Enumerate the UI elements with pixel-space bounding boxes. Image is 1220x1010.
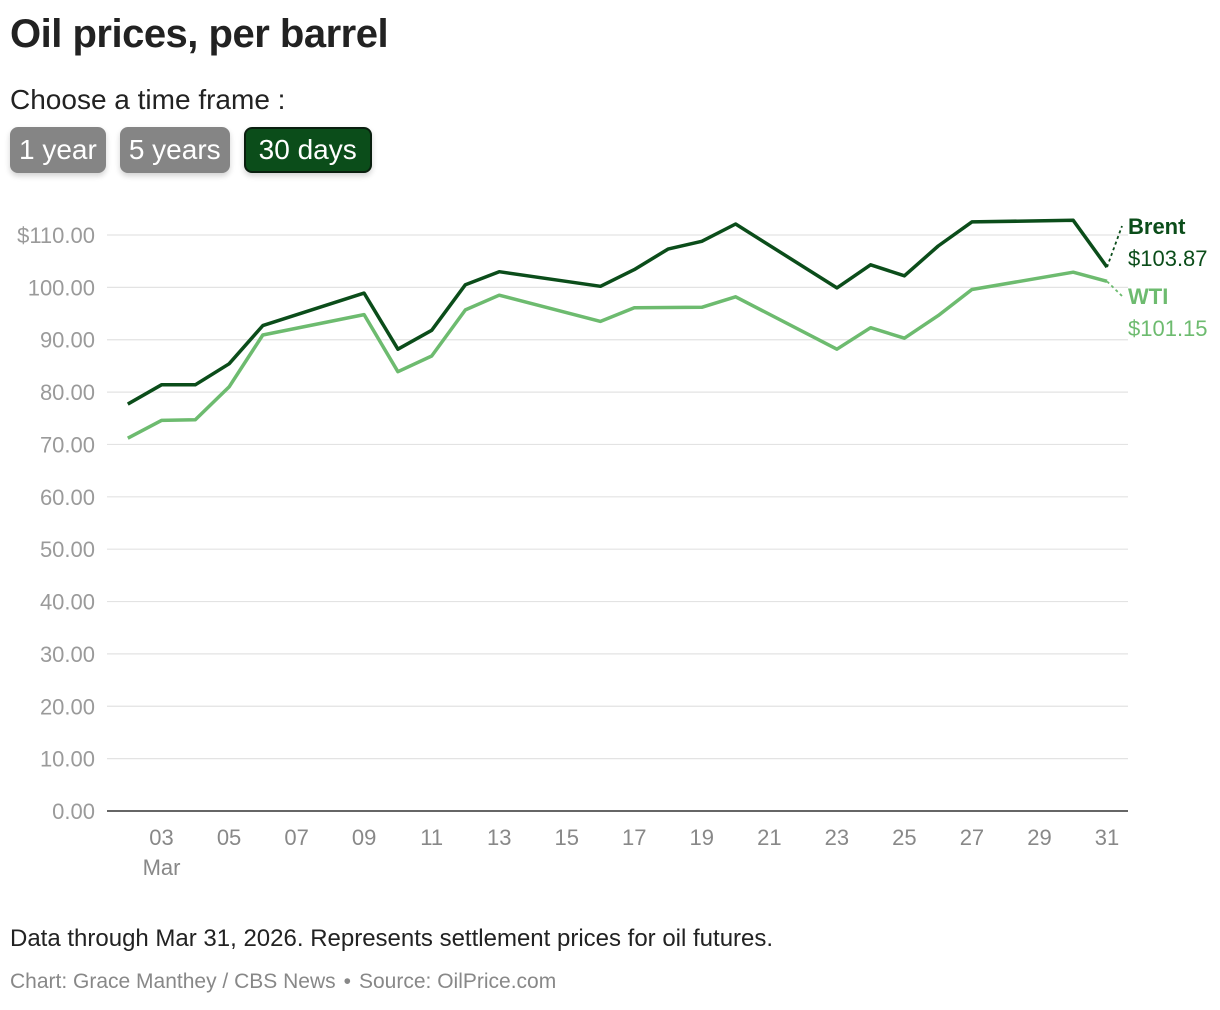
x-tick-sublabel: Mar (143, 855, 181, 880)
x-tick-label: 15 (554, 825, 578, 850)
x-tick-label: 29 (1027, 825, 1051, 850)
series-end-value: $101.15 (1128, 316, 1208, 341)
x-tick-label: 11 (420, 825, 443, 850)
x-tick-label: 27 (960, 825, 984, 850)
x-tick-label: 23 (825, 825, 849, 850)
y-tick-label: 40.00 (40, 590, 95, 615)
x-tick-label: 31 (1095, 825, 1119, 850)
x-axis: 03 Mar 05 07 09 11 13 15 17 19 21 23 25 27 29 31 (143, 825, 1120, 880)
timeframe-30-days-button[interactable]: 30 days (243, 127, 372, 173)
end-label-leader (1106, 225, 1123, 268)
series-end-value: $103.87 (1128, 246, 1208, 271)
series-lines (126, 218, 1109, 440)
series-end-labels: Brent $103.87 WTI $101.15 (1106, 214, 1208, 341)
y-tick-label: 10.00 (40, 747, 95, 772)
x-tick-label: 07 (284, 825, 308, 850)
end-label-leader (1106, 280, 1123, 297)
timeframe-1-year-button[interactable]: 1 year (10, 127, 106, 173)
y-tick-label: 0.00 (52, 799, 95, 824)
y-tick-label: 30.00 (40, 642, 95, 667)
series-name-label: WTI (1128, 284, 1168, 309)
chart-credit: Chart: Grace Manthey / CBS News • Source: … (10, 970, 556, 994)
y-tick-label: 20.00 (40, 694, 95, 719)
chart-note: Data through Mar 31, 2026. Represents se… (10, 925, 774, 952)
x-tick-label: 03 (149, 825, 173, 850)
line-chart: $110.00 100.00 90.00 80.00 70.00 60.00 50.00 40… (17, 214, 1208, 880)
x-tick-label: 25 (892, 825, 916, 850)
y-tick-label: 70.00 (40, 432, 95, 457)
series-name-label: Brent (1128, 214, 1186, 239)
y-tick-label: $110.00 (17, 223, 95, 248)
y-tick-label: 80.00 (40, 380, 95, 405)
gridlines (107, 234, 1128, 760)
x-tick-label: 09 (352, 825, 376, 850)
series-line-brent (126, 218, 1109, 406)
x-tick-label: 05 (217, 825, 241, 850)
credit-author: Chart: Grace Manthey / CBS News (10, 970, 336, 993)
credit-separator: • (343, 970, 351, 993)
timeframe-prompt: Choose a time frame : (10, 84, 286, 115)
x-tick-label: 19 (690, 825, 714, 850)
x-tick-label: 13 (487, 825, 511, 850)
y-tick-label: 50.00 (40, 537, 95, 562)
y-axis: $110.00 100.00 90.00 80.00 70.00 60.00 50.00 40… (17, 223, 1128, 824)
series-line-wti (126, 270, 1108, 440)
timeframe-selector: 1 year 5 years 30 days (10, 127, 372, 173)
y-tick-label: 90.00 (40, 328, 95, 353)
y-tick-label: 100.00 (28, 275, 95, 300)
chart-title: Oil prices, per barrel (10, 12, 389, 56)
credit-source: Source: OilPrice.com (358, 970, 557, 993)
x-tick-label: 21 (757, 825, 781, 850)
x-tick-label: 17 (622, 825, 646, 850)
timeframe-5-years-button[interactable]: 5 years (119, 127, 230, 173)
y-tick-label: 60.00 (40, 485, 95, 510)
